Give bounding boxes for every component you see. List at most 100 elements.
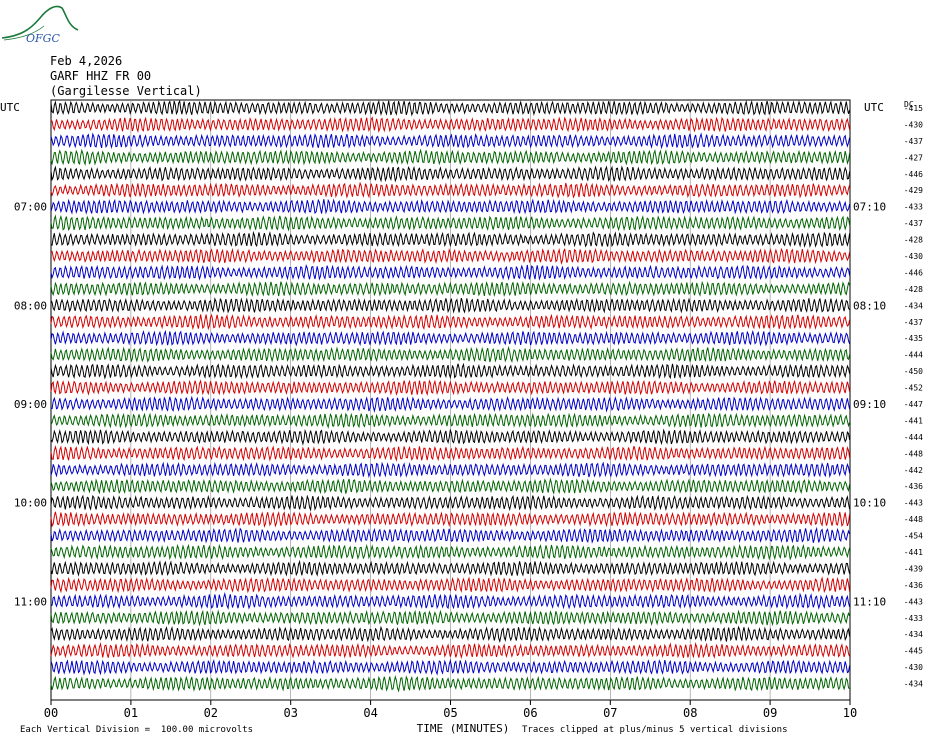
dc-offset-label: -434 xyxy=(904,301,923,310)
dc-offset-label: -436 xyxy=(904,581,923,590)
utc-time-label: 11:10 xyxy=(853,595,886,608)
utc-time-label: 09:00 xyxy=(14,398,47,411)
x-tick-label: 03 xyxy=(283,706,297,720)
trace-line xyxy=(50,641,851,660)
trace-line xyxy=(50,214,851,232)
date-label: Feb 4,2026 xyxy=(50,54,123,68)
trace-line xyxy=(50,230,851,248)
trace-line xyxy=(50,428,851,446)
trace-line xyxy=(50,132,851,150)
trace-line xyxy=(50,395,851,413)
x-tick-label: 10 xyxy=(843,706,857,720)
trace-line xyxy=(50,511,851,529)
x-tick-label: 08 xyxy=(683,706,697,720)
trace-line xyxy=(50,494,851,512)
trace-line xyxy=(50,445,851,462)
x-tick-label: 07 xyxy=(603,706,617,720)
left-axis-title: UTC xyxy=(0,101,20,114)
dc-offset-label: -434 xyxy=(904,680,923,689)
x-axis-title: TIME (MINUTES) xyxy=(417,722,510,735)
trace-line xyxy=(50,559,851,577)
trace-line xyxy=(50,165,851,183)
utc-time-label: 09:10 xyxy=(853,398,886,411)
trace-line xyxy=(50,658,851,676)
trace-line xyxy=(50,591,851,610)
dc-offset-label: -436 xyxy=(904,482,923,491)
dc-offset-label: -447 xyxy=(904,400,923,409)
dc-offset-label: -430 xyxy=(904,252,923,261)
trace-line xyxy=(50,477,851,495)
utc-time-label: 08:00 xyxy=(14,299,47,312)
dc-label: DC xyxy=(904,100,914,109)
dc-offset-label: -429 xyxy=(904,186,923,195)
dc-offset-label: -430 xyxy=(904,663,923,672)
trace-line xyxy=(50,148,851,167)
dc-offset-label: -439 xyxy=(904,564,923,573)
trace-line xyxy=(50,526,851,544)
vertical-division-note: Each Vertical Division = 100.00 microvol… xyxy=(20,725,253,735)
x-tick-label: 01 xyxy=(124,706,138,720)
x-tick-label: 02 xyxy=(204,706,218,720)
trace-line xyxy=(50,297,851,314)
trace-line xyxy=(50,181,851,199)
dc-offset-label: -434 xyxy=(904,630,923,639)
station-label: GARF HHZ FR 00 xyxy=(50,69,152,83)
trace-line xyxy=(50,609,851,627)
dc-offset-label: -441 xyxy=(904,548,923,557)
dc-offset-label: -428 xyxy=(904,285,923,294)
logo-text: OFGC xyxy=(26,32,60,45)
trace-line xyxy=(50,412,851,429)
dc-offset-label: -445 xyxy=(904,647,923,656)
dc-offset-label: -433 xyxy=(904,203,923,212)
trace-line xyxy=(50,543,851,561)
location-label: (Gargilesse Vertical) xyxy=(50,84,202,98)
utc-time-label: 10:10 xyxy=(853,497,886,510)
trace-line xyxy=(50,362,851,380)
trace-line xyxy=(50,198,851,215)
dc-offset-label: -442 xyxy=(904,466,923,475)
dc-offset-label: -448 xyxy=(904,449,923,458)
dc-offset-label: -443 xyxy=(904,597,923,606)
dc-offset-label: -433 xyxy=(904,614,923,623)
clipping-note: Traces clipped at plus/minus 5 vertical … xyxy=(522,725,788,735)
trace-line xyxy=(50,345,851,363)
trace-line xyxy=(50,674,850,693)
dc-offset-label: -444 xyxy=(904,351,923,360)
x-tick-label: 06 xyxy=(523,706,537,720)
trace-line xyxy=(50,264,851,281)
trace-line xyxy=(50,625,851,643)
x-tick-label: 04 xyxy=(363,706,377,720)
x-tick-label: 05 xyxy=(443,706,457,720)
utc-time-label: 08:10 xyxy=(853,299,886,312)
dc-offset-label: -427 xyxy=(904,153,923,162)
utc-time-label: 07:10 xyxy=(853,201,886,214)
utc-time-label: 11:00 xyxy=(14,595,47,608)
dc-offset-label: -430 xyxy=(904,120,923,129)
trace-line xyxy=(50,313,851,331)
dc-offset-label: -454 xyxy=(904,532,923,541)
trace-line xyxy=(50,280,851,298)
trace-line xyxy=(50,461,851,479)
trace-line xyxy=(50,99,851,117)
x-tick-label: 00 xyxy=(44,706,58,720)
utc-time-label: 10:00 xyxy=(14,497,47,510)
logo-graphic: OFGC xyxy=(1,5,79,45)
dc-offset-label: -446 xyxy=(904,268,923,277)
dc-offset-label: -452 xyxy=(904,384,923,393)
trace-line xyxy=(50,329,851,347)
dc-offset-label: -435 xyxy=(904,334,923,343)
trace-line xyxy=(50,379,851,397)
dc-offset-label: -437 xyxy=(904,219,923,228)
right-axis-title: UTC xyxy=(864,101,884,114)
dc-offset-label: -441 xyxy=(904,416,923,425)
dc-offset-label: -448 xyxy=(904,515,923,524)
ofgc-logo: OFGC xyxy=(0,0,80,48)
dc-offset-label: -415 xyxy=(904,104,923,113)
utc-time-label: 07:00 xyxy=(14,201,47,214)
dc-offset-label: -437 xyxy=(904,318,923,327)
dc-offset-label: -443 xyxy=(904,499,923,508)
dc-offset-label: -437 xyxy=(904,137,923,146)
dc-offset-label: -446 xyxy=(904,170,923,179)
trace-line xyxy=(50,247,851,266)
